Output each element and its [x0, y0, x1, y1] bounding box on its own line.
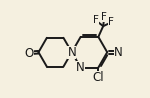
Text: Cl: Cl — [93, 71, 104, 84]
Text: F: F — [108, 17, 114, 27]
Text: N: N — [67, 46, 76, 59]
Text: F: F — [93, 15, 99, 25]
Text: O: O — [25, 47, 34, 60]
Text: N: N — [114, 46, 123, 59]
Text: N: N — [76, 61, 85, 74]
Text: F: F — [101, 12, 107, 22]
